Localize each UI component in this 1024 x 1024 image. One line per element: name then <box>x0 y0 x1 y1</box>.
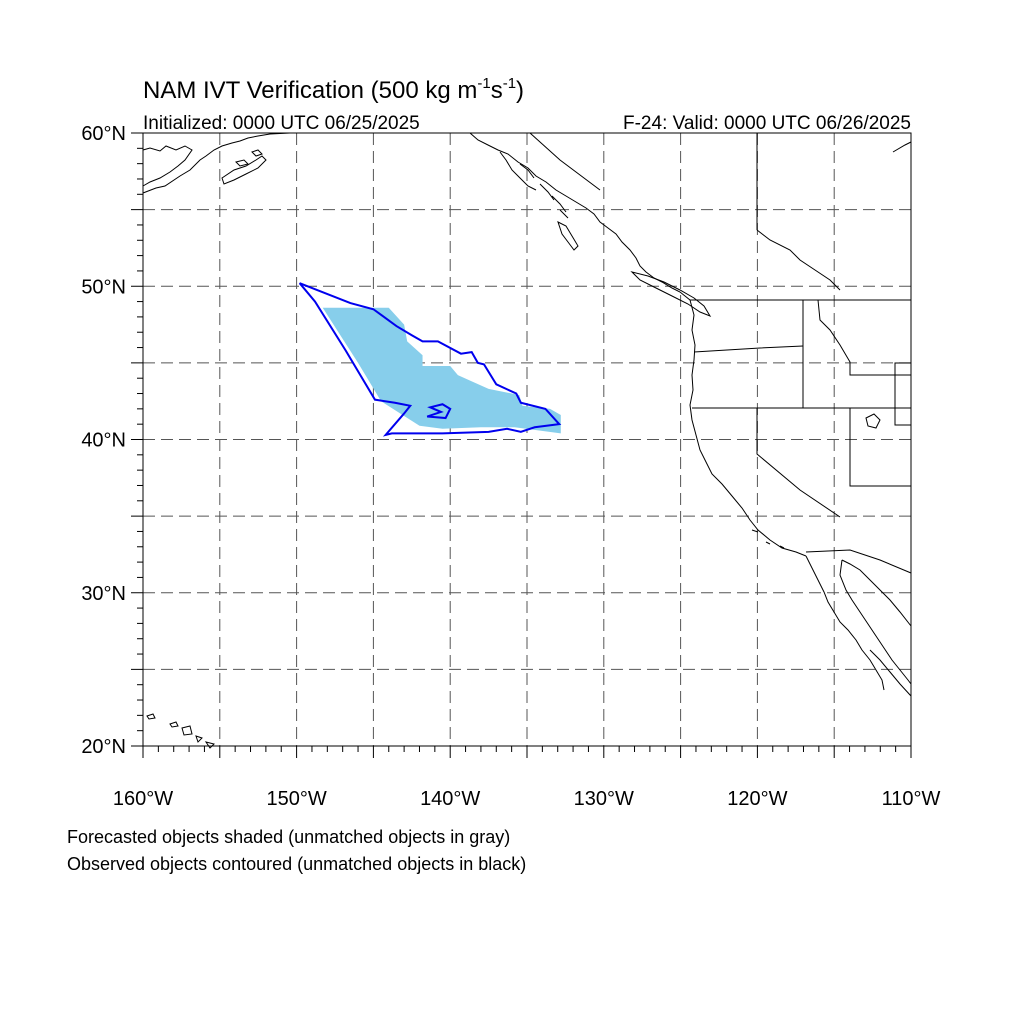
valid-time-label: F-24: Valid: 0000 UTC 06/26/2025 <box>623 113 911 134</box>
lon-tick-label: 140°W <box>420 788 480 810</box>
canada-interior-border <box>529 132 841 291</box>
lat-tick-label: 50°N <box>81 276 126 298</box>
axis-ticks: 160°W 150°W 140°W 130°W 120°W 110°W 60°N 50°N 40… <box>81 123 940 810</box>
wa-or-border <box>693 345 804 353</box>
lat-tick-label: 40°N <box>81 430 126 452</box>
alaska-islands <box>235 149 263 167</box>
us-mexico-border <box>805 549 912 574</box>
lat-tick-label: 60°N <box>81 123 126 145</box>
vancouver-island <box>630 271 712 318</box>
lon-tick-label: 120°W <box>727 788 787 810</box>
forecast-objects <box>322 307 561 434</box>
lat-tick-label: 20°N <box>81 736 126 758</box>
us-west-coast <box>689 299 807 557</box>
hawaii-islands <box>146 713 215 749</box>
lon-tick-label: 150°W <box>266 788 326 810</box>
channel-islands <box>751 529 785 549</box>
mexico-west-coast-south <box>869 649 912 697</box>
lon-tick-label: 130°W <box>574 788 634 810</box>
alaska-panhandle-islands <box>499 151 569 219</box>
idaho-border <box>802 299 911 408</box>
observed-ivt-contour <box>298 282 562 437</box>
mexico-mainland-coast <box>841 559 912 627</box>
initialized-label: Initialized: 0000 UTC 06/25/2025 <box>143 113 420 134</box>
nv-az-border <box>849 408 911 487</box>
footnote-forecast: Forecasted objects shaded (unmatched obj… <box>67 827 510 847</box>
alaska-coast <box>142 132 291 194</box>
coastlines <box>142 132 912 749</box>
lat-tick-label: 30°N <box>81 583 126 605</box>
observed-ivt-contour <box>426 403 452 420</box>
haida-gwaii <box>557 221 579 251</box>
observed-objects <box>298 282 562 437</box>
footnote-observed: Observed objects contoured (unmatched ob… <box>67 854 526 874</box>
forecast-ivt-object <box>322 307 561 434</box>
graticule <box>143 133 911 746</box>
kodiak-island <box>221 155 267 185</box>
ca-nv-border <box>756 408 841 518</box>
hudson-coast-fragment <box>892 141 912 153</box>
lon-tick-label: 110°W <box>882 788 941 810</box>
baja-california <box>805 555 912 691</box>
lon-tick-label: 160°W <box>113 788 173 810</box>
bc-coast <box>469 132 691 301</box>
great-salt-lake <box>865 413 881 429</box>
chart-title: NAM IVT Verification (500 kg m-1s-1) <box>143 75 524 104</box>
